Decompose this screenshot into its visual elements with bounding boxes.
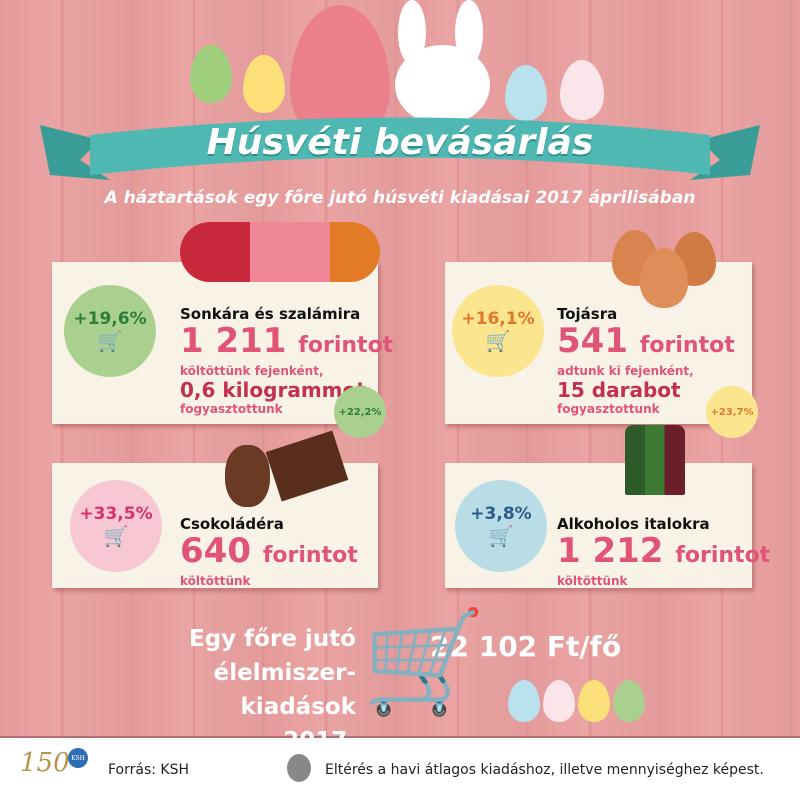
chocolate-bunny-icon [225,445,270,507]
ribbon-banner [40,117,760,180]
change-badge: +3,8% 🛒 [455,480,547,572]
legend-text: Eltérés a havi átlagos kiadáshoz, illetv… [325,762,764,778]
bottles-icon [625,425,685,495]
easter-egg-icon [560,60,604,120]
change-badge: +19,6% 🛒 [64,285,156,377]
cart-icon: 🛒 [103,524,129,548]
easter-egg-icon [190,45,232,103]
page-subtitle: A háztartások egy főre jutó húsvéti kiad… [104,188,696,208]
change-badge: +16,1% 🛒 [452,285,544,377]
grey-badge-cart-icon [287,754,311,782]
bunny-ear-icon [455,0,483,65]
summary-value: 22 102 Ft/fő [430,630,622,663]
bunny-ear-icon [398,0,426,65]
quantity-change-badge: +22,2% [334,386,386,438]
easter-egg-icon [543,680,575,722]
card-text: Csokoládéra 640 forintot költöttünk [180,515,358,588]
cart-icon: 🛒 [97,329,123,353]
change-badge: +33,5% 🛒 [70,480,162,572]
card-text: Sonkára és szalámira 1 211 forintot költ… [180,305,394,416]
ksh-150-logo: 150 KSH [20,748,90,792]
quantity-change-badge: +23,7% [706,386,758,438]
egg-icon [640,248,688,308]
easter-egg-icon [613,680,645,722]
easter-egg-icon [508,680,540,722]
cart-icon: 🛒 [488,524,514,548]
easter-egg-icon [505,65,547,121]
cart-icon: 🛒 [485,329,511,353]
card-text: Alkoholos italokra 1 212 forintot költöt… [557,515,771,588]
page-title: Húsvéti bevásárlás [206,122,594,163]
source-text: Forrás: KSH [108,762,190,778]
shopper-with-cart-icon: 🛒 [362,603,487,720]
easter-egg-icon [578,680,610,722]
ham-salami-icon [180,222,380,282]
card-text: Tojásra 541 forintot adtunk ki fejenként… [557,305,735,416]
easter-egg-icon [243,55,285,113]
